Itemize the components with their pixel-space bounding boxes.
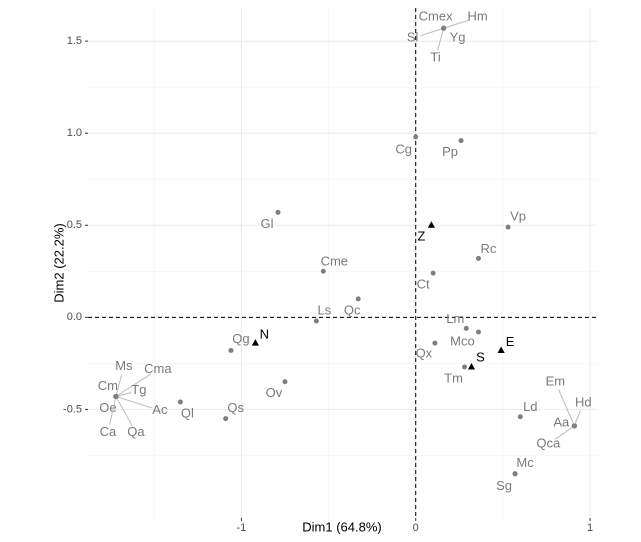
y-axis-title: Dim2 (22.2%) <box>51 223 66 302</box>
point-label: Qca <box>536 435 561 450</box>
point-label: Qa <box>127 424 145 439</box>
point-label: Tm <box>444 370 463 385</box>
point-label: Ld <box>523 399 537 414</box>
supplementary-point <box>427 221 436 228</box>
point <box>320 268 326 274</box>
point <box>517 414 523 420</box>
point-label: Mc <box>516 455 534 470</box>
point <box>432 340 438 346</box>
point-label: Cm <box>98 378 118 393</box>
leader-line <box>115 396 153 409</box>
point-label: Ct <box>417 277 430 292</box>
point <box>177 399 183 405</box>
point <box>413 134 419 140</box>
point <box>462 364 468 370</box>
leader-line <box>558 389 575 427</box>
leader-line <box>115 396 133 426</box>
point-label: Em <box>546 373 566 388</box>
point-label: Qg <box>232 331 249 346</box>
leader-line <box>437 28 445 51</box>
supplementary-point <box>497 346 505 353</box>
point <box>458 138 464 144</box>
point-label: Pp <box>442 144 458 159</box>
leader-line <box>420 27 444 37</box>
point-label: Cma <box>144 361 172 376</box>
point <box>512 471 518 477</box>
point <box>571 423 577 429</box>
point-label: Ms <box>115 358 133 373</box>
point-label: Rc <box>481 241 497 256</box>
y-tick-label: 1.5 <box>67 35 82 47</box>
point-label: Qx <box>416 346 433 361</box>
point-label: Tg <box>131 382 146 397</box>
leader-line <box>443 19 471 29</box>
point <box>463 325 469 331</box>
point-label: Ov <box>266 385 283 400</box>
point <box>430 270 436 276</box>
y-tick-label: -0.5 <box>63 403 82 415</box>
leader-line <box>554 425 575 440</box>
point <box>113 393 119 399</box>
point-label: Qc <box>344 302 361 317</box>
y-tick-label: 0.0 <box>67 311 82 323</box>
plot-background <box>88 8 597 518</box>
point <box>505 224 511 230</box>
point-label: Vp <box>510 209 526 224</box>
leader-line <box>115 392 132 397</box>
supplementary-label: N <box>260 327 269 342</box>
point <box>355 296 361 302</box>
point <box>475 329 481 335</box>
point-label: Cmex <box>419 9 453 24</box>
leader-line <box>109 396 117 425</box>
point-label: Ti <box>430 50 440 65</box>
y-tick-label: 1.0 <box>67 127 82 139</box>
x-axis-title: Dim1 (64.8%) <box>302 519 381 534</box>
point-label: Sg <box>496 478 512 493</box>
supplementary-point <box>251 339 259 346</box>
point-label: Ql <box>181 405 194 420</box>
point-label: Cme <box>321 254 348 269</box>
point <box>313 318 319 324</box>
point-label: Cg <box>395 141 412 156</box>
y-tick-label: 0.5 <box>67 219 82 231</box>
point <box>275 209 281 215</box>
point-label: Ca <box>100 424 117 439</box>
point-label: Aa <box>553 414 570 429</box>
point-label: Hm <box>467 9 487 24</box>
point <box>223 416 229 422</box>
point-label: Yg <box>450 30 466 45</box>
point-label: Lm <box>446 311 464 326</box>
supplementary-point <box>467 363 476 370</box>
leader-line <box>573 410 581 427</box>
leader-line <box>115 374 123 397</box>
supplementary-label: E <box>506 334 515 349</box>
supplementary-label: Z <box>417 229 425 244</box>
point-label: Mco <box>450 333 475 348</box>
point-label: Qs <box>227 400 244 415</box>
point <box>282 379 288 385</box>
point-label: Ac <box>152 402 168 417</box>
x-tick-label: 1 <box>587 522 593 534</box>
leader-line <box>115 373 152 397</box>
x-tick-label: 0 <box>413 522 419 534</box>
supplementary-label: S <box>476 349 485 364</box>
point <box>441 25 447 31</box>
point <box>228 347 234 353</box>
point <box>475 255 481 261</box>
point-label: Sl <box>407 30 419 45</box>
x-tick-label: -1 <box>237 522 247 534</box>
point-label: Gl <box>261 216 274 231</box>
point-label: Hd <box>575 394 592 409</box>
point-label: Ls <box>317 302 331 317</box>
